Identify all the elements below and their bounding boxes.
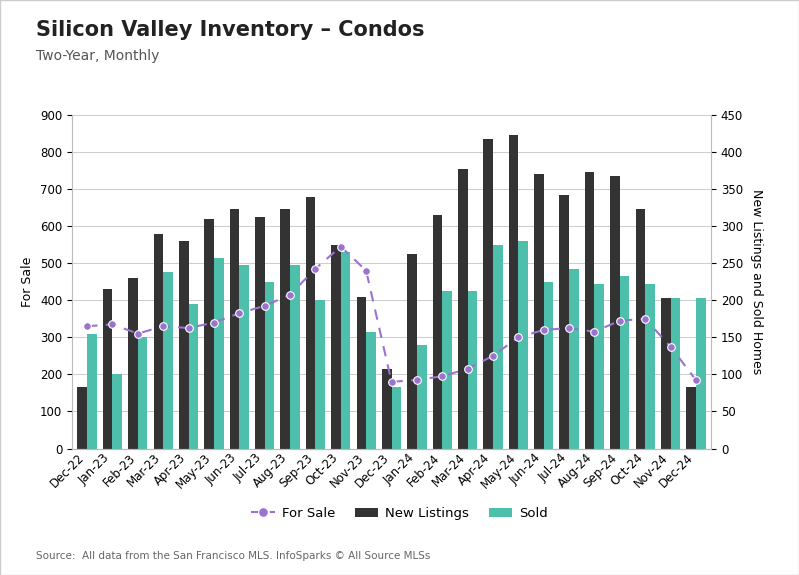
For Sale xyxy=(260,302,269,309)
Y-axis label: For Sale: For Sale xyxy=(22,256,34,307)
Bar xyxy=(205,218,214,448)
Bar xyxy=(316,300,325,448)
For Sale xyxy=(285,292,295,298)
Bar xyxy=(280,209,290,448)
Text: Two-Year, Monthly: Two-Year, Monthly xyxy=(36,49,159,63)
Bar xyxy=(696,298,706,448)
Bar xyxy=(493,245,503,448)
Y-axis label: New Listings and Sold Homes: New Listings and Sold Homes xyxy=(749,189,762,374)
Bar xyxy=(483,139,493,448)
Bar xyxy=(382,369,392,448)
Bar xyxy=(113,374,122,448)
For Sale xyxy=(514,334,523,341)
For Sale xyxy=(463,365,472,372)
Bar xyxy=(356,297,366,448)
Bar xyxy=(229,209,240,448)
Bar xyxy=(417,345,427,448)
For Sale xyxy=(108,321,117,328)
For Sale xyxy=(691,377,701,384)
Text: Source:  All data from the San Francisco MLS. InfoSparks © All Source MLSs: Source: All data from the San Francisco … xyxy=(36,551,431,561)
Bar xyxy=(138,338,148,448)
Bar xyxy=(620,276,630,448)
Bar xyxy=(534,174,543,448)
Bar xyxy=(240,265,249,448)
Bar xyxy=(670,298,680,448)
Bar xyxy=(290,265,300,448)
Bar xyxy=(103,289,113,448)
Bar xyxy=(458,168,467,448)
Bar xyxy=(442,291,452,448)
Bar xyxy=(610,176,620,448)
For Sale xyxy=(488,352,498,359)
For Sale xyxy=(184,325,193,332)
Bar xyxy=(509,135,519,448)
Bar xyxy=(153,233,163,448)
Bar xyxy=(635,209,645,448)
Legend: For Sale, New Listings, Sold: For Sale, New Listings, Sold xyxy=(246,502,553,526)
Bar xyxy=(569,269,578,448)
Bar xyxy=(519,241,528,448)
For Sale xyxy=(539,327,548,334)
For Sale xyxy=(590,328,599,335)
Bar xyxy=(128,278,138,448)
For Sale xyxy=(311,265,320,272)
Bar xyxy=(87,334,97,449)
Bar xyxy=(163,273,173,448)
Bar xyxy=(331,245,341,448)
Bar xyxy=(645,283,655,448)
Bar xyxy=(255,217,264,448)
Bar xyxy=(78,388,87,448)
Bar xyxy=(467,291,477,448)
For Sale xyxy=(158,323,168,329)
For Sale xyxy=(336,243,346,250)
For Sale xyxy=(564,325,574,332)
Bar xyxy=(686,388,696,448)
Line: For Sale: For Sale xyxy=(83,243,700,386)
Bar xyxy=(341,252,351,448)
For Sale xyxy=(209,319,219,326)
Bar xyxy=(432,215,442,448)
Bar xyxy=(306,197,316,448)
Bar xyxy=(264,282,274,448)
Bar xyxy=(407,254,417,448)
Text: Silicon Valley Inventory – Condos: Silicon Valley Inventory – Condos xyxy=(36,20,424,40)
Bar xyxy=(179,241,189,448)
Bar xyxy=(392,388,401,448)
Bar xyxy=(214,258,224,448)
For Sale xyxy=(361,267,371,274)
For Sale xyxy=(412,377,422,384)
For Sale xyxy=(640,315,650,322)
For Sale xyxy=(666,343,675,350)
For Sale xyxy=(133,330,143,337)
Bar xyxy=(661,298,670,448)
Bar xyxy=(366,332,376,448)
Bar xyxy=(585,172,594,448)
Bar xyxy=(543,282,554,448)
Bar xyxy=(559,195,569,448)
For Sale xyxy=(82,323,92,329)
For Sale xyxy=(235,310,244,317)
Bar xyxy=(594,283,604,448)
Bar xyxy=(189,304,198,448)
For Sale xyxy=(387,378,396,385)
For Sale xyxy=(437,373,447,380)
For Sale xyxy=(615,317,625,324)
